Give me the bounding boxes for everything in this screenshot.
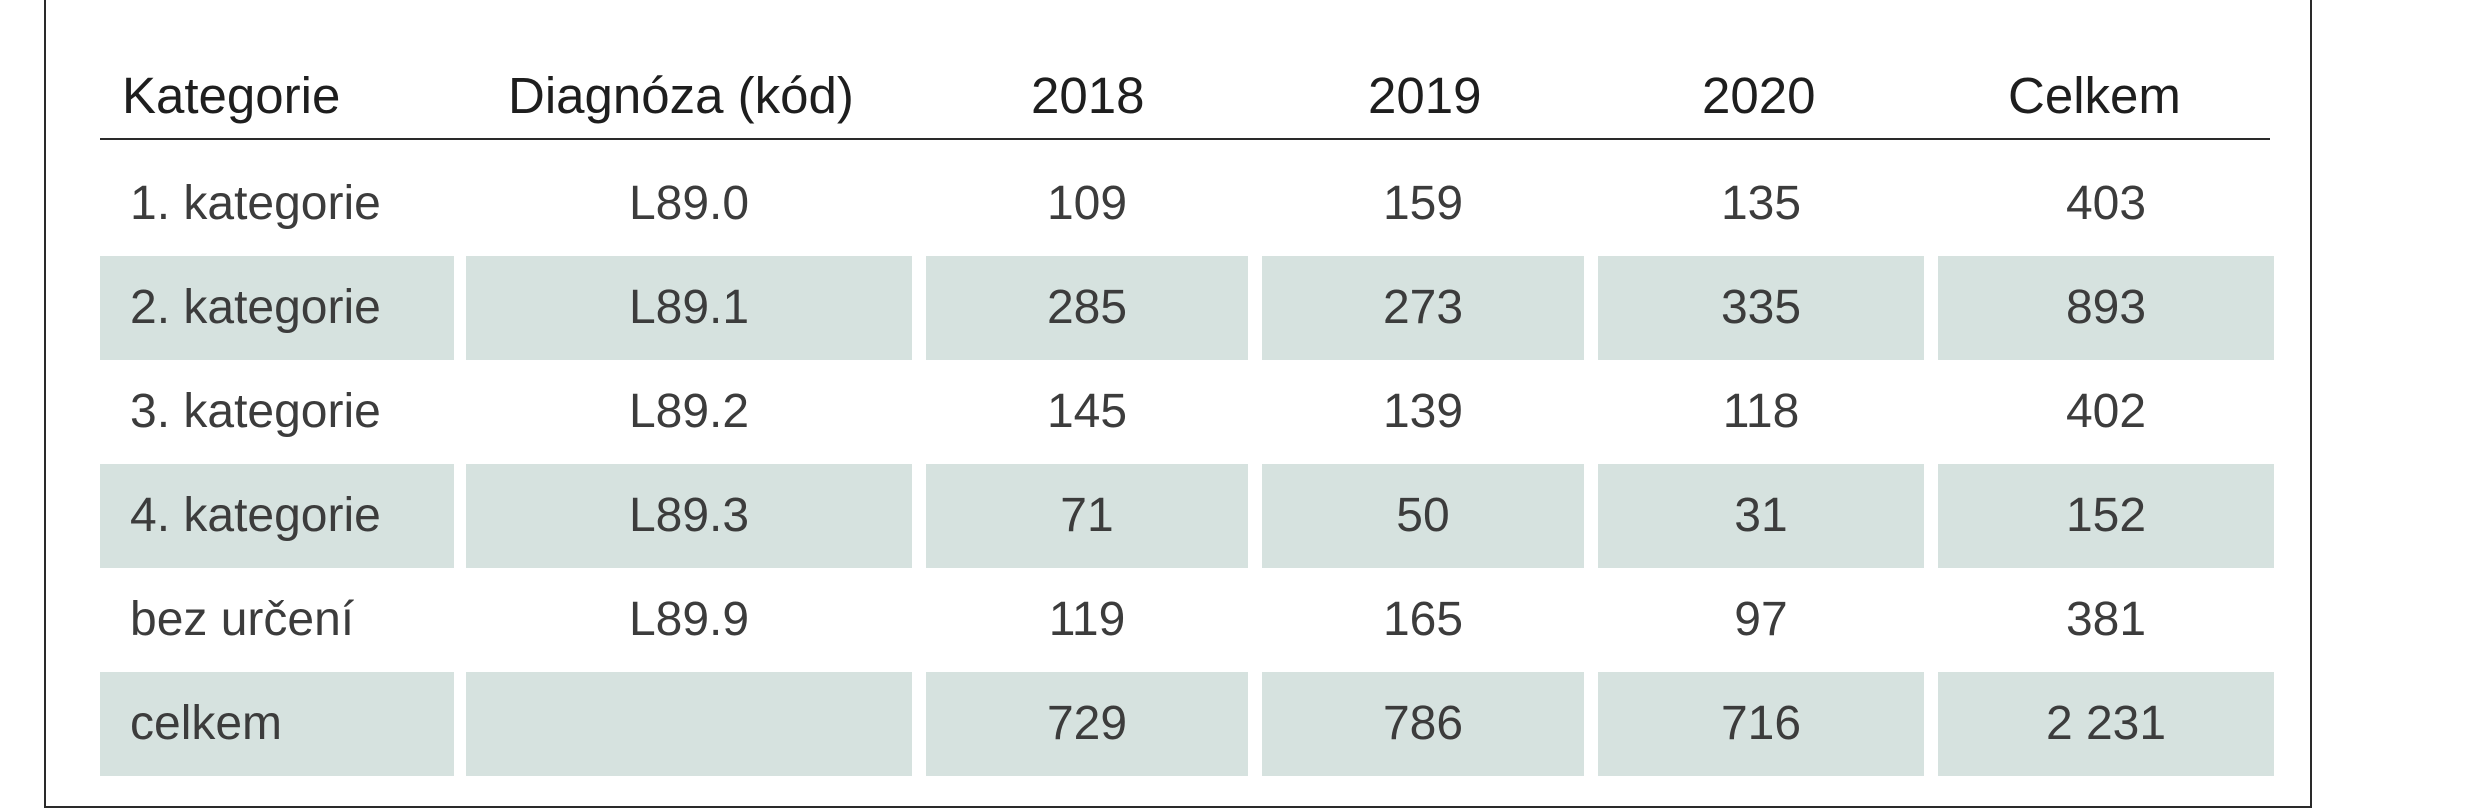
cell-celkem: 403 (2065, 177, 2147, 230)
cell-2019: 165 (1382, 593, 1464, 646)
cell-2020: 118 (1722, 385, 1800, 438)
cell-kategorie: 1. kategorie (130, 177, 381, 230)
cell-2018: 145 (1046, 385, 1128, 438)
header-diagnoza: Diagnóza (kód) (508, 67, 854, 124)
cell-kategorie: 4. kategorie (100, 464, 454, 568)
cell-diagnoza: L89.9 (628, 593, 750, 646)
cell-2018: 285 (926, 256, 1248, 360)
cell-kategorie: 3. kategorie (130, 385, 381, 438)
cell-2020: 335 (1598, 256, 1924, 360)
cell-diagnoza: L89.1 (466, 256, 912, 360)
cell-celkem: 152 (1938, 464, 2274, 568)
data-table: Kategorie Diagnóza (kód) 2018 2019 2020 … (100, 52, 2274, 776)
header-celkem: Celkem (2008, 67, 2181, 124)
cell-2019: 273 (1262, 256, 1584, 360)
cell-celkem: 893 (1938, 256, 2274, 360)
cell-2020: 135 (1720, 177, 1802, 230)
table-body: 1. kategorie L89.0 109 159 135 403 2. ka… (100, 152, 2274, 776)
cell-kategorie: celkem (100, 672, 454, 776)
cell-2018: 109 (1046, 177, 1128, 230)
table-row: bez určení L89.9 119 165 97 381 (100, 568, 2270, 672)
cell-2020: 716 (1598, 672, 1924, 776)
cell-diagnoza: L89.0 (628, 177, 750, 230)
header-2019: 2019 (1368, 67, 1482, 124)
cell-kategorie: 2. kategorie (100, 256, 454, 360)
cell-2018: 71 (926, 464, 1248, 568)
table-row: 4. kategorie L89.3 71 50 31 152 (100, 464, 2274, 568)
header-2018: 2018 (1031, 67, 1145, 124)
cell-kategorie: bez určení (130, 593, 355, 646)
table-row: 3. kategorie L89.2 145 139 118 402 (100, 360, 2270, 464)
table-row: 1. kategorie L89.0 109 159 135 403 (100, 152, 2270, 256)
cell-2019: 139 (1382, 385, 1464, 438)
header-kategorie: Kategorie (122, 67, 341, 124)
cell-2019: 50 (1262, 464, 1584, 568)
cell-diagnoza: L89.3 (466, 464, 912, 568)
table-row: 2. kategorie L89.1 285 273 335 893 (100, 256, 2274, 360)
cell-2018: 119 (1048, 593, 1126, 646)
cell-diagnoza: L89.2 (628, 385, 750, 438)
table-header: Kategorie Diagnóza (kód) 2018 2019 2020 … (100, 52, 2270, 140)
cell-celkem: 381 (2065, 593, 2147, 646)
cell-2018: 729 (926, 672, 1248, 776)
header-2020: 2020 (1702, 67, 1816, 124)
cell-2019: 159 (1382, 177, 1464, 230)
cell-2019: 786 (1262, 672, 1584, 776)
cell-2020: 97 (1734, 593, 1788, 646)
table-row-total: celkem 729 786 716 2 231 (100, 672, 2274, 776)
cell-celkem: 402 (2065, 385, 2147, 438)
cell-2020: 31 (1598, 464, 1924, 568)
cell-diagnoza (466, 672, 912, 776)
cell-celkem: 2 231 (1938, 672, 2274, 776)
